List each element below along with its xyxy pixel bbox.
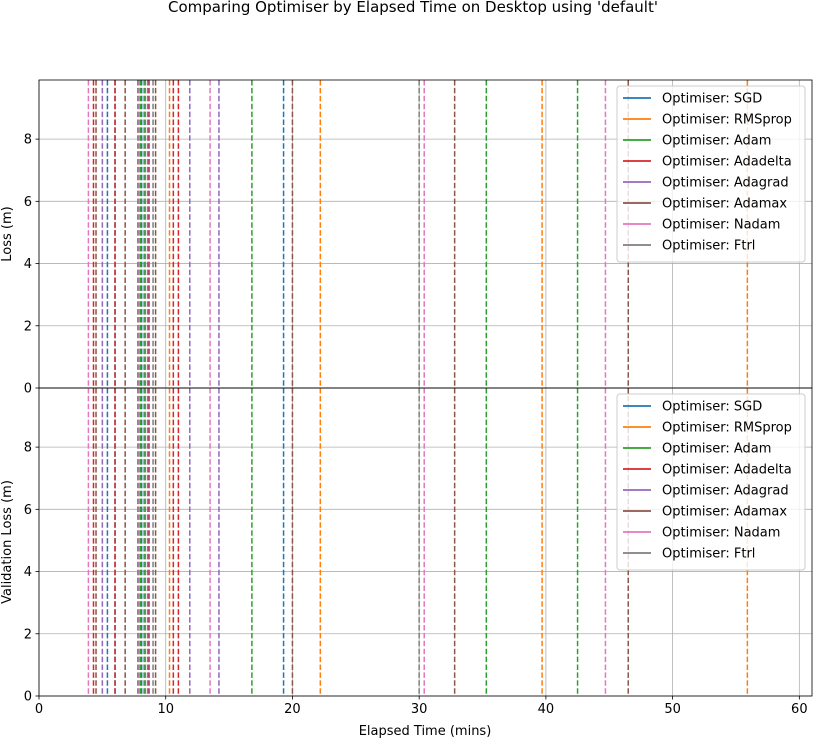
x-tick-label: 10	[157, 702, 174, 717]
legend-label: Optimiser: SGD	[662, 400, 762, 415]
legend-label: Optimiser: RMSprop	[662, 113, 792, 128]
legend-label: Optimiser: Adam	[662, 134, 771, 149]
subplot-2: 0 2 4 6 8 Validation Loss (m) 0 10 20 30 40 50 60 Opt…	[0, 387, 813, 717]
legend-label: Optimiser: Adamax	[662, 197, 787, 212]
legend-label: Optimiser: Ftrl	[662, 547, 755, 562]
subplots: 0 2 4 6 8 Loss (m) Optimiser: SGD Optimiser: RM…	[0, 79, 813, 717]
x-tick-label: 50	[664, 702, 681, 717]
y-axis-label: Loss (m)	[0, 206, 15, 261]
y-tick-label: 8	[24, 133, 32, 148]
x-tick-label: 30	[411, 702, 428, 717]
chart-title: Comparing Optimiser by Elapsed Time on D…	[168, 0, 658, 16]
y-tick-label: 6	[24, 195, 32, 210]
legend-box	[616, 393, 806, 571]
y-tick-label: 0	[24, 382, 32, 397]
y-tick-label: 4	[24, 565, 32, 580]
x-tick-label: 20	[284, 702, 301, 717]
x-tick-label: 0	[35, 702, 43, 717]
legend-label: Optimiser: Ftrl	[662, 239, 755, 254]
y-tick-label: 2	[24, 319, 32, 334]
axes-frame	[38, 387, 813, 697]
legend-label: Optimiser: Adagrad	[662, 176, 789, 191]
y-tick-label: 8	[24, 441, 32, 456]
y-tick-label: 2	[24, 627, 32, 642]
y-tick-label: 4	[24, 257, 32, 272]
legend-label: Optimiser: Nadam	[662, 526, 780, 541]
x-tick-label: 60	[791, 702, 808, 717]
x-axis-label: Elapsed Time (mins)	[359, 724, 492, 739]
y-tick-label: 6	[24, 503, 32, 518]
legend: Optimiser: SGD Optimiser: RMSprop Optimise…	[616, 393, 806, 571]
subplot-1: 0 2 4 6 8 Loss (m) Optimiser: SGD Optimiser: RM…	[0, 79, 813, 397]
legend-label: Optimiser: Adadelta	[662, 155, 792, 170]
y-axis-label: Validation Loss (m)	[0, 480, 15, 604]
legend-label: Optimiser: Adamax	[662, 505, 787, 520]
x-tick-label: 40	[538, 702, 555, 717]
legend-label: Optimiser: Adadelta	[662, 463, 792, 478]
legend-label: Optimiser: SGD	[662, 92, 762, 107]
y-tick-label: 0	[24, 690, 32, 705]
legend: Optimiser: SGD Optimiser: RMSprop Optimise…	[616, 85, 806, 263]
legend-label: Optimiser: Adam	[662, 442, 771, 457]
legend-label: Optimiser: Adagrad	[662, 484, 789, 499]
legend-box	[616, 85, 806, 263]
legend-label: Optimiser: RMSprop	[662, 421, 792, 436]
legend-label: Optimiser: Nadam	[662, 218, 780, 233]
